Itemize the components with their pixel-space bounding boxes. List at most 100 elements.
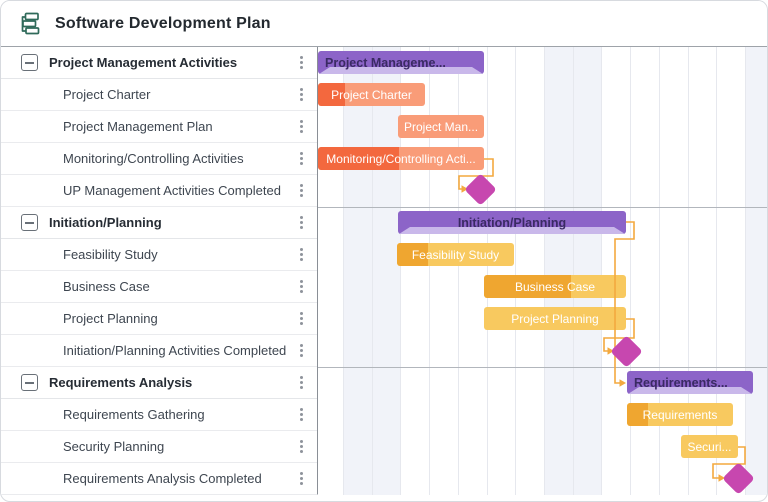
- day-gridline: [457, 47, 459, 495]
- task-row-label: Monitoring/Controlling Activities: [63, 151, 244, 166]
- row-menu-icon[interactable]: [294, 408, 308, 421]
- day-gridline: [371, 47, 373, 495]
- task-progress-fill: [318, 83, 345, 106]
- task-bar-label: Project Charter: [331, 87, 412, 102]
- group-task-row[interactable]: Initiation/Planning: [1, 207, 317, 239]
- task-bar[interactable]: Project Man...: [398, 115, 484, 138]
- weekend-stripe: [343, 47, 400, 495]
- row-menu-icon[interactable]: [294, 440, 308, 453]
- day-gridline: [515, 47, 517, 495]
- task-row[interactable]: Initiation/Planning Activities Completed: [1, 335, 317, 367]
- gantt-chart: Project Manageme... Project Charter Projec…: [318, 47, 767, 495]
- day-gridline: [630, 47, 632, 495]
- task-progress-fill: [484, 275, 571, 298]
- summary-band: [628, 387, 752, 394]
- day-gridline: [400, 47, 402, 495]
- panel-divider[interactable]: [317, 47, 318, 494]
- task-row[interactable]: UP Management Activities Completed: [1, 175, 317, 207]
- row-menu-icon[interactable]: [294, 376, 308, 389]
- app-header: Software Development Plan: [1, 1, 767, 47]
- task-bar-label: Project Planning: [511, 311, 599, 326]
- task-row[interactable]: Business Case: [1, 271, 317, 303]
- task-row-label: Project Management Plan: [63, 119, 213, 134]
- task-bar-label: Project Man...: [404, 119, 479, 134]
- task-row-label: Feasibility Study: [63, 247, 158, 262]
- task-row-label: UP Management Activities Completed: [63, 183, 281, 198]
- task-bar[interactable]: Requirements: [627, 403, 733, 426]
- day-gridline: [658, 47, 660, 495]
- weekend-stripe: [544, 47, 601, 495]
- milestone-diamond[interactable]: [463, 172, 497, 206]
- milestone-diamond[interactable]: [609, 334, 643, 368]
- row-menu-icon[interactable]: [294, 280, 308, 293]
- row-menu-icon[interactable]: [294, 344, 308, 357]
- task-bar[interactable]: Feasibility Study: [397, 243, 514, 266]
- summary-band: [399, 227, 625, 234]
- task-bar-label: Securi...: [687, 439, 732, 454]
- row-menu-icon[interactable]: [294, 152, 308, 165]
- task-row-label: Business Case: [63, 279, 150, 294]
- task-row[interactable]: Project Management Plan: [1, 111, 317, 143]
- task-row[interactable]: Project Charter: [1, 79, 317, 111]
- day-gridline: [343, 47, 344, 495]
- summary-bar[interactable]: Initiation/Planning: [398, 211, 626, 234]
- row-menu-icon[interactable]: [294, 88, 308, 101]
- task-bar-label: Requirements: [642, 407, 718, 422]
- gantt-body: Project Management Activities Project Cha…: [1, 47, 767, 495]
- task-row-label: Project Charter: [63, 87, 151, 102]
- task-row-label: Requirements Gathering: [63, 407, 205, 422]
- group-task-row[interactable]: Requirements Analysis: [1, 367, 317, 399]
- task-row[interactable]: Project Planning: [1, 303, 317, 335]
- summary-bar[interactable]: Project Manageme...: [318, 51, 484, 74]
- task-list: Project Management Activities Project Cha…: [1, 47, 317, 495]
- weekend-stripe: [745, 47, 767, 495]
- day-gridline: [716, 47, 718, 495]
- day-gridline: [429, 47, 431, 495]
- summary-band: [319, 67, 483, 74]
- task-row[interactable]: Monitoring/Controlling Activities: [1, 143, 317, 175]
- summary-bar-label: Initiation/Planning: [457, 215, 567, 230]
- collapse-toggle-icon[interactable]: [21, 54, 38, 71]
- task-row-label: Security Planning: [63, 439, 165, 454]
- task-row[interactable]: Requirements Analysis Completed: [1, 463, 317, 495]
- day-gridline: [687, 47, 689, 495]
- task-progress-fill: [397, 243, 428, 266]
- task-bar[interactable]: Project Planning: [484, 307, 626, 330]
- task-row-label: Requirements Analysis: [49, 375, 193, 390]
- row-menu-icon[interactable]: [294, 216, 308, 229]
- dependency-arrowhead-icon: [619, 379, 626, 387]
- task-row-label: Initiation/Planning: [49, 215, 162, 230]
- day-gridline: [486, 47, 488, 495]
- page-title: Software Development Plan: [55, 14, 271, 32]
- row-menu-icon[interactable]: [294, 184, 308, 197]
- collapse-toggle-icon[interactable]: [21, 214, 38, 231]
- task-progress-fill: [627, 403, 648, 426]
- row-menu-icon[interactable]: [294, 472, 308, 485]
- summary-bar[interactable]: Requirements...: [627, 371, 753, 394]
- task-row-label: Requirements Analysis Completed: [63, 471, 262, 486]
- day-gridline: [744, 47, 746, 495]
- group-task-row[interactable]: Project Management Activities: [1, 47, 317, 79]
- day-gridline: [572, 47, 574, 495]
- day-gridline: [543, 47, 545, 495]
- task-bar-label: Feasibility Study: [411, 247, 500, 262]
- wbs-hierarchy-icon: [21, 12, 40, 35]
- task-bar[interactable]: Business Case: [484, 275, 626, 298]
- row-menu-icon[interactable]: [294, 120, 308, 133]
- task-bar[interactable]: Securi...: [681, 435, 738, 458]
- task-row[interactable]: Requirements Gathering: [1, 399, 317, 431]
- task-row[interactable]: Feasibility Study: [1, 239, 317, 271]
- task-bar[interactable]: Monitoring/Controlling Acti...: [318, 147, 484, 170]
- collapse-toggle-icon[interactable]: [21, 374, 38, 391]
- day-gridline: [601, 47, 603, 495]
- task-row-label: Project Management Activities: [49, 55, 238, 70]
- task-bar[interactable]: Project Charter: [318, 83, 425, 106]
- task-progress-fill: [318, 147, 399, 170]
- summary-bar-label: Requirements...: [634, 375, 728, 390]
- task-bar-label: Business Case: [514, 279, 596, 294]
- row-menu-icon[interactable]: [294, 312, 308, 325]
- task-row[interactable]: Security Planning: [1, 431, 317, 463]
- row-menu-icon[interactable]: [294, 248, 308, 261]
- row-menu-icon[interactable]: [294, 56, 308, 69]
